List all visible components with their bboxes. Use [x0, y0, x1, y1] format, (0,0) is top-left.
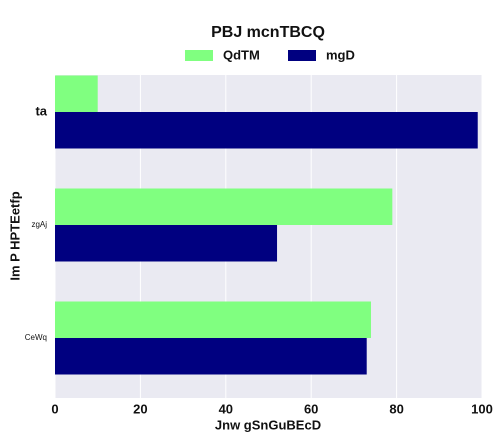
x-tick-label: 60: [304, 401, 318, 416]
y-tick-label: ta: [35, 103, 47, 118]
x-axis-label: Jnw gSnGuBEcD: [215, 417, 321, 432]
x-tick-label: 40: [219, 401, 233, 416]
legend-label: QdTM: [223, 47, 260, 62]
x-tick-label: 20: [133, 401, 147, 416]
x-tick-label: 0: [51, 401, 58, 416]
bar: [55, 225, 278, 262]
legend-swatch: [185, 50, 213, 61]
bar: [55, 338, 367, 375]
y-axis-label: Im P HPTEetfp: [7, 191, 22, 280]
chart-title: PBJ mcnTBCQ: [211, 24, 325, 41]
legend-swatch: [288, 50, 316, 61]
bar: [55, 188, 393, 225]
y-tick-label: CeWq: [25, 333, 47, 342]
x-tick-label: 100: [471, 401, 493, 416]
legend-label: mgD: [326, 47, 355, 62]
x-tick-label: 80: [389, 401, 403, 416]
bar: [55, 301, 371, 338]
bar: [55, 112, 478, 149]
bar: [55, 75, 98, 112]
y-tick-label: zgAj: [31, 220, 47, 229]
